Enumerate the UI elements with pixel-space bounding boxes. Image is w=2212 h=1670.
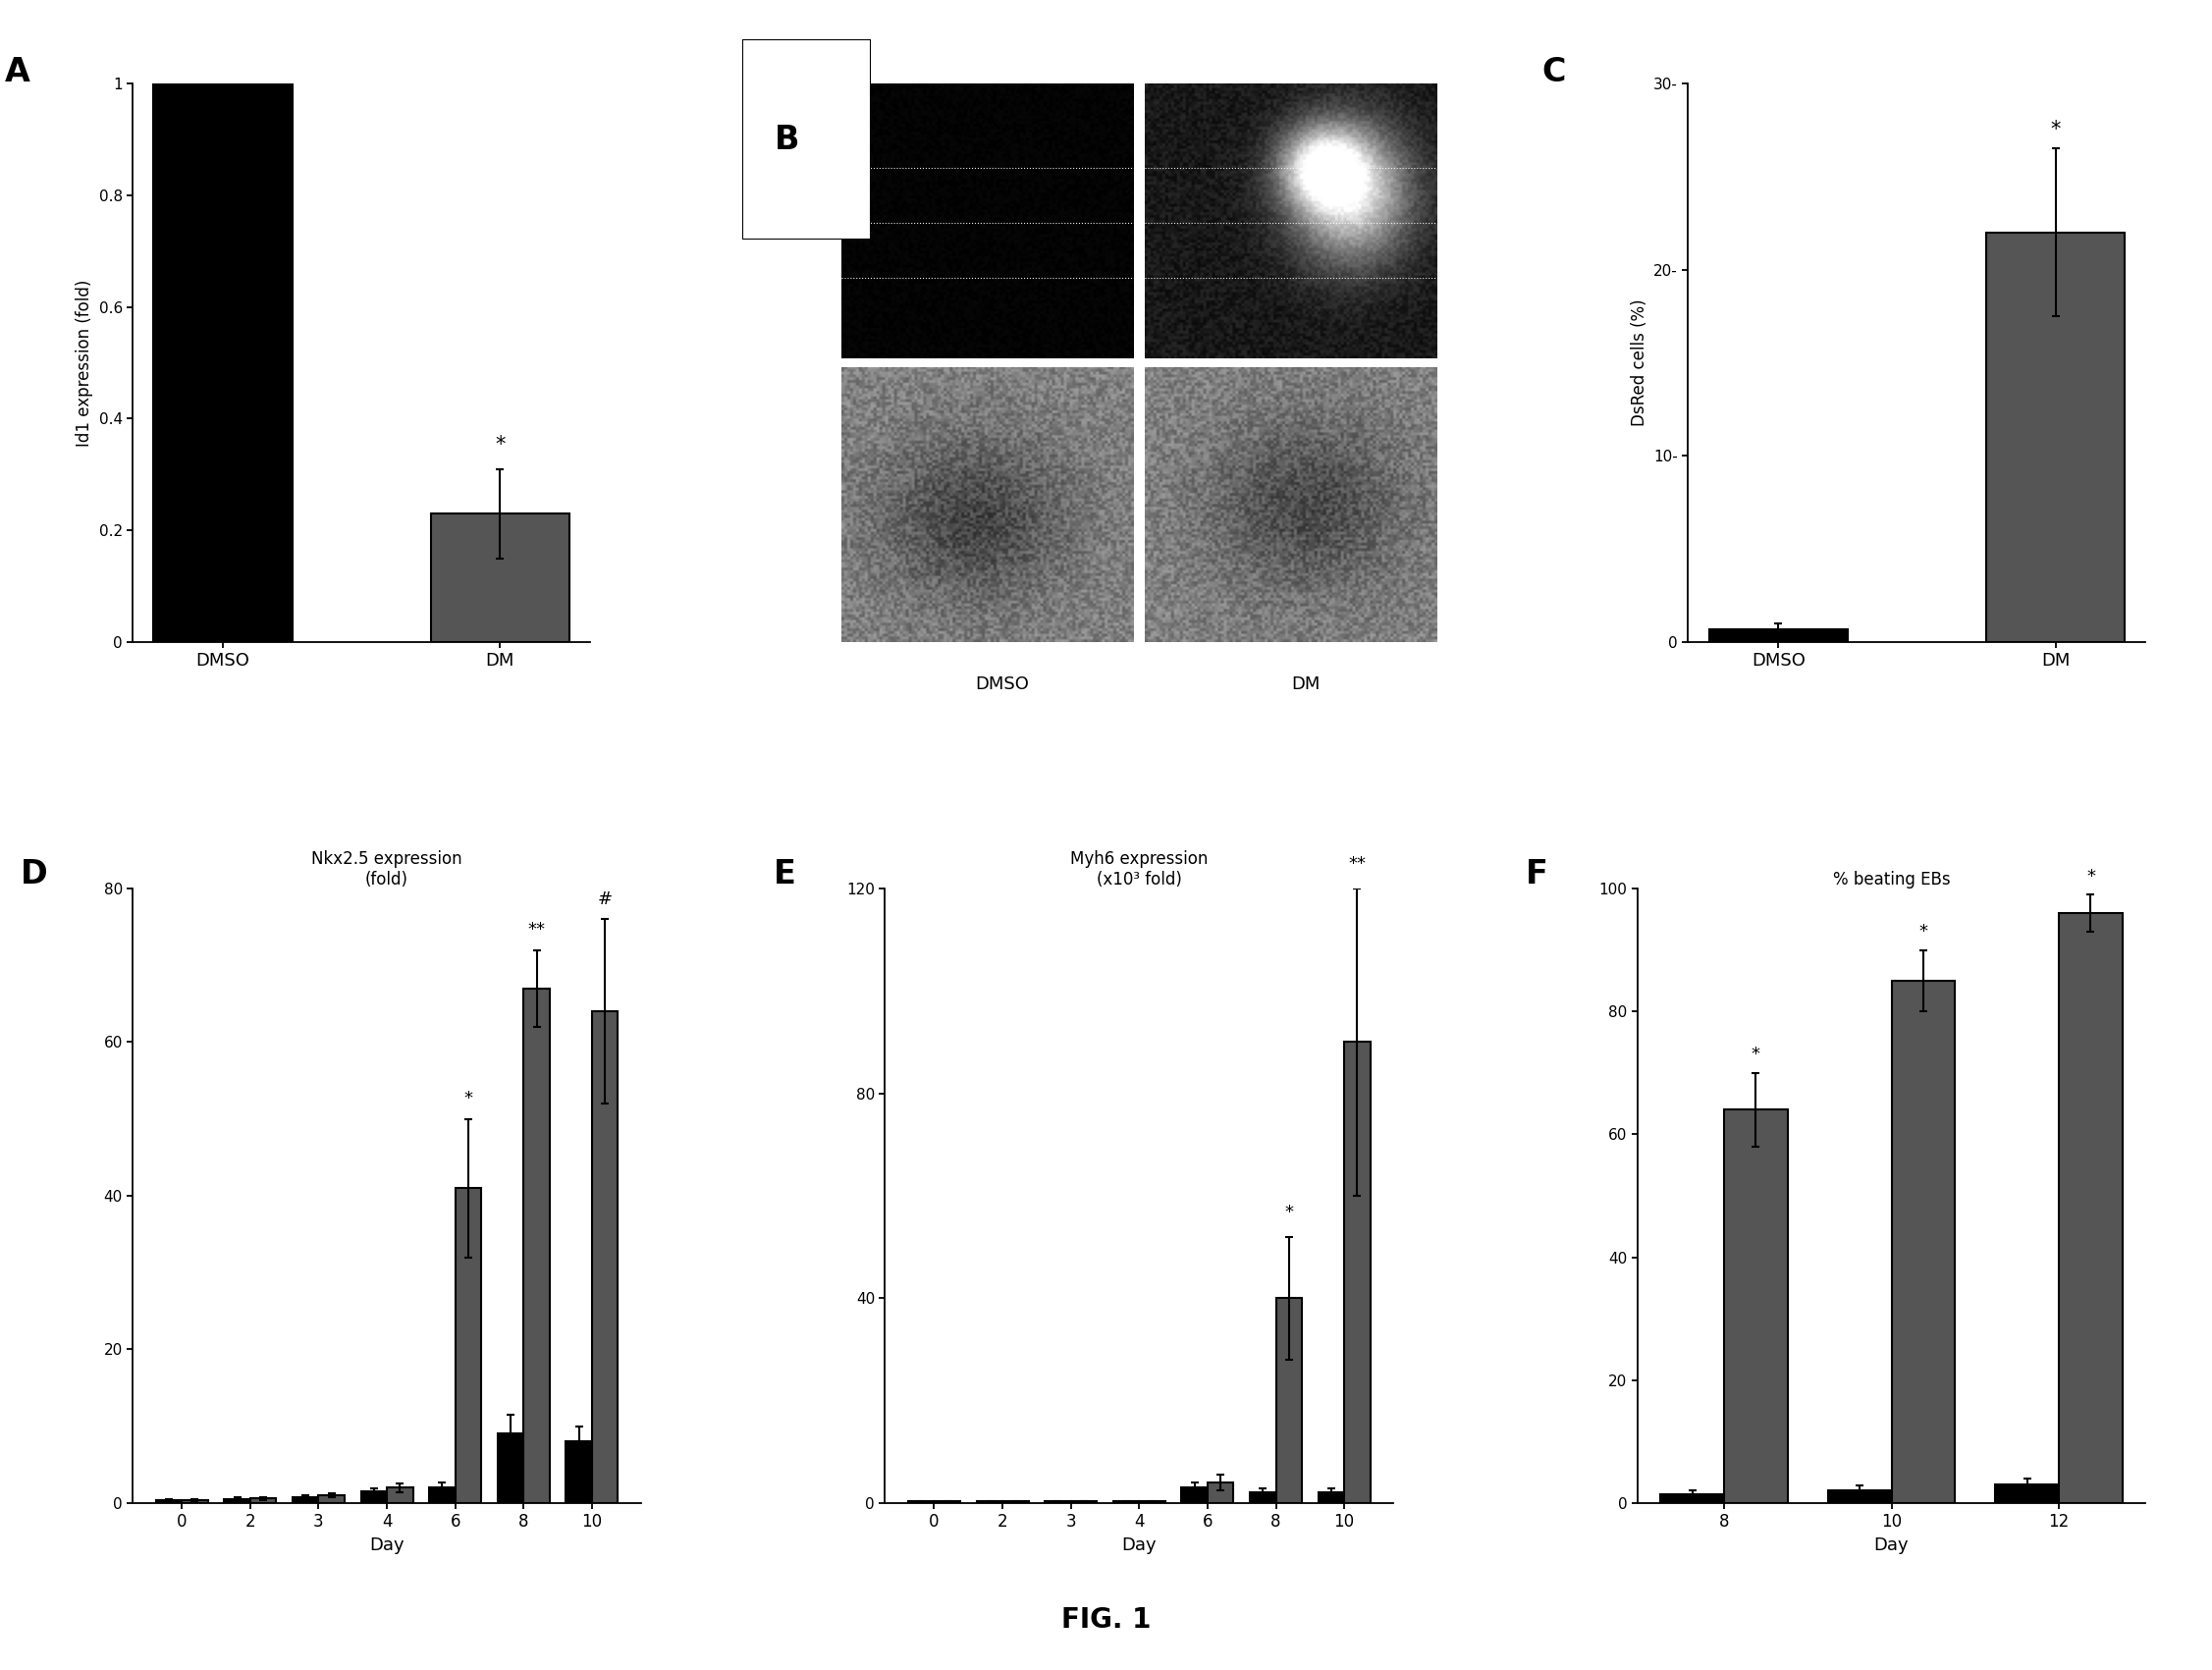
Text: *: * [1285, 1204, 1294, 1221]
Bar [1250, 1493, 1276, 1503]
Bar [498, 1435, 524, 1503]
Text: #: # [597, 890, 613, 908]
Bar [153, 84, 292, 643]
Text: **: ** [529, 920, 546, 939]
Text: *: * [1918, 924, 1927, 940]
Bar [1208, 1483, 1234, 1503]
Bar [429, 1488, 456, 1503]
Bar [593, 1012, 617, 1503]
Text: *: * [2051, 120, 2062, 139]
Y-axis label: DsRed cells (%): DsRed cells (%) [1630, 299, 1648, 426]
Bar [431, 514, 568, 643]
Bar [361, 1491, 387, 1503]
X-axis label: Day: Day [369, 1536, 405, 1555]
Bar [524, 989, 549, 1503]
Bar [387, 1488, 414, 1503]
Text: E: E [774, 858, 796, 890]
Bar [155, 1500, 181, 1503]
Bar [1318, 1493, 1345, 1503]
Bar [1891, 980, 1955, 1503]
Bar [1723, 1111, 1787, 1503]
Y-axis label: Id1 expression (fold): Id1 expression (fold) [75, 279, 93, 446]
Title: Myh6 expression
(x10³ fold): Myh6 expression (x10³ fold) [1071, 850, 1208, 888]
X-axis label: Day: Day [1874, 1536, 1909, 1555]
Bar [250, 1498, 276, 1503]
Text: A: A [4, 55, 31, 89]
Text: **: ** [1349, 855, 1367, 873]
Title: % beating EBs: % beating EBs [1834, 870, 1951, 888]
Bar [1995, 1485, 2059, 1503]
Bar [223, 1500, 250, 1503]
Text: FIG. 1: FIG. 1 [1062, 1607, 1150, 1635]
Bar [1276, 1298, 1303, 1503]
Bar [1710, 630, 1847, 643]
Title: Nkx2.5 expression
(fold): Nkx2.5 expression (fold) [312, 850, 462, 888]
Bar [1181, 1488, 1208, 1503]
Text: *: * [2086, 868, 2095, 885]
Bar [1986, 232, 2126, 643]
Bar [1827, 1491, 1891, 1503]
Bar [1345, 1042, 1369, 1503]
Bar [292, 1496, 319, 1503]
Text: *: * [1752, 1045, 1761, 1064]
Bar [319, 1495, 345, 1503]
Text: DM: DM [1292, 676, 1321, 693]
Bar [566, 1441, 593, 1503]
Bar [1661, 1493, 1723, 1503]
Bar [456, 1187, 482, 1503]
Text: *: * [495, 436, 504, 454]
Bar [181, 1500, 208, 1503]
Text: C: C [1542, 55, 1566, 89]
Text: *: * [465, 1091, 473, 1107]
Text: D: D [20, 858, 49, 890]
Bar [2059, 913, 2124, 1503]
Text: F: F [1526, 858, 1548, 890]
Text: DMSO: DMSO [975, 676, 1029, 693]
X-axis label: Day: Day [1121, 1536, 1157, 1555]
Text: B: B [774, 124, 801, 155]
